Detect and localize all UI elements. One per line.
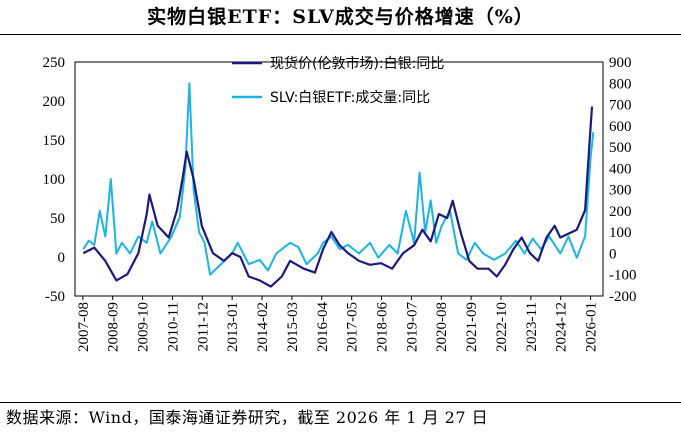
plot-frame [74, 61, 604, 297]
x-tick-label: 2007-08 [76, 302, 92, 352]
y-right-tick-label: 900 [609, 55, 632, 71]
series-line-etf-volume [82, 82, 595, 276]
y-left-tick-label: 50 [50, 211, 65, 227]
y-right-tick-label: 600 [609, 119, 632, 135]
y-left-tick-label: 200 [43, 94, 66, 110]
x-tick-label: 2008-09 [106, 302, 122, 352]
x-tick-label: 2018-06 [375, 302, 391, 352]
legend-label-spot-price: 现货价(伦敦市场):白银:同比 [270, 55, 444, 72]
x-tick-label: 2010-11 [165, 302, 181, 351]
y-left-tick-label: 0 [58, 250, 66, 266]
y-right-tick-label: -100 [609, 268, 637, 284]
y-right-tick-label: 300 [609, 183, 632, 199]
series-line-spot-price [82, 106, 594, 288]
y-right-tick-label: -200 [609, 289, 637, 305]
x-tick-label: 2024-12 [554, 302, 570, 352]
x-tick-label: 2022-10 [494, 302, 510, 352]
x-tick-label: 2015-03 [285, 302, 301, 352]
y-left-tick-label: 250 [43, 55, 66, 71]
x-tick-label: 2016-04 [315, 302, 331, 352]
bottom-rule [0, 402, 681, 403]
y-right-tick-label: 0 [609, 246, 617, 262]
y-left-tick-label: -50 [45, 289, 65, 305]
x-tick-label: 2013-01 [225, 302, 241, 352]
y-right-tick-label: 800 [609, 76, 632, 92]
x-tick-label: 2021-09 [464, 302, 480, 352]
y-left-tick-label: 100 [43, 172, 66, 188]
x-tick-label: 2017-05 [345, 302, 361, 352]
x-tick-label: 2023-11 [524, 302, 540, 351]
data-source-note: 数据来源：Wind，国泰海通证券研究，截至 2026 年 1 月 27 日 [6, 408, 489, 427]
top-rule [0, 34, 681, 35]
legend-label-etf-volume: SLV:白银ETF:成交量:同比 [270, 89, 430, 106]
y-right-tick-label: 500 [609, 140, 632, 156]
x-tick-label: 2014-02 [255, 302, 271, 352]
y-left-tick-label: 150 [43, 133, 66, 149]
x-tick-label: 2009-10 [136, 302, 152, 352]
y-right-tick-label: 400 [609, 161, 632, 177]
x-tick-label: 2019-07 [404, 302, 420, 352]
y-right-tick-label: 200 [609, 204, 632, 220]
y-right-tick-label: 100 [609, 225, 632, 241]
x-tick-label: 2020-08 [434, 302, 450, 352]
x-tick-label: 2026-01 [584, 302, 600, 352]
y-right-tick-label: 700 [609, 98, 632, 114]
chart-title: 实物白银ETF：SLV成交与价格增速（%） [147, 6, 534, 28]
x-tick-label: 2011-12 [195, 302, 211, 351]
